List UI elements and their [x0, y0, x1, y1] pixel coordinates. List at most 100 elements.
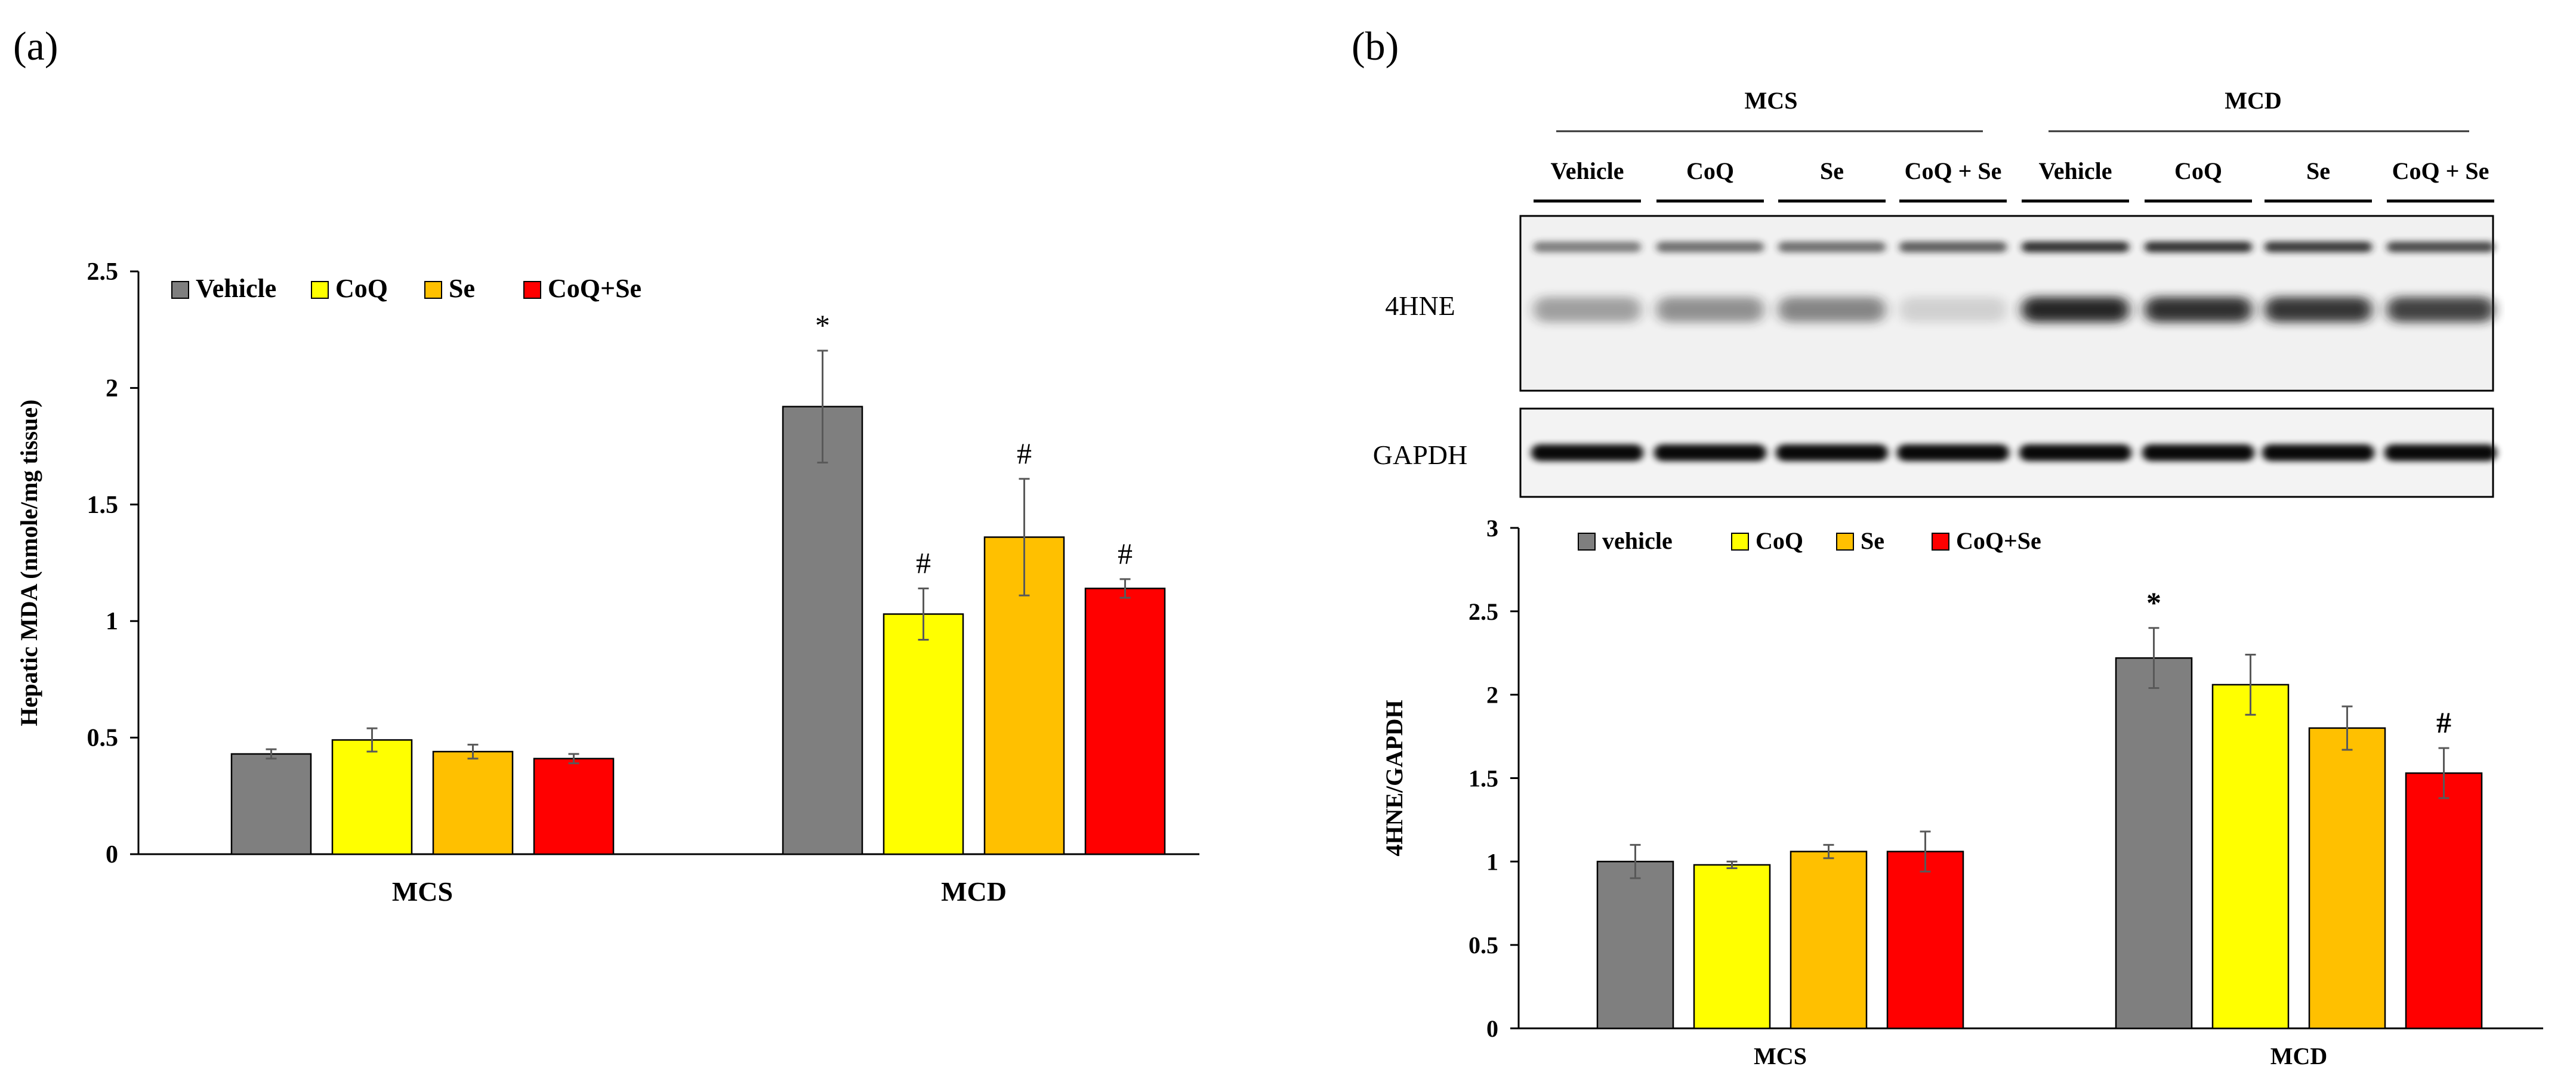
legend-swatch — [1932, 533, 1949, 551]
y-tick-label: 2 — [1486, 682, 1498, 709]
blot-lane-labels: Vehicle CoQ Se CoQ + Se Vehicle CoQ Se CoQ + Se — [1534, 157, 2494, 203]
y-tick-label: 1 — [1486, 848, 1498, 875]
blot-lane-label: Vehicle — [1551, 157, 1624, 184]
y-tick-label: 2.5 — [87, 258, 119, 286]
blot-group-label-mcs: MCS — [1745, 87, 1798, 114]
blot-band-4hne-lower — [1778, 297, 1886, 322]
bar-mcs-2 — [1693, 864, 1771, 1030]
x-category-label: MCS — [392, 876, 453, 907]
bar-mcs-4 — [1886, 851, 1964, 1030]
significance-mark: # — [1118, 537, 1133, 570]
blot-band-4hne-upper — [2022, 242, 2129, 252]
y-axis-label: 4HNE/GAPDH — [1381, 700, 1408, 856]
blot-lane-label: Se — [1820, 157, 1844, 184]
y-tick-label: 1.5 — [1469, 765, 1498, 792]
blot-band-gapdh — [1531, 444, 1643, 461]
blot-row-label-gapdh: GAPDH — [1373, 440, 1467, 470]
blot-band-4hne-upper — [2265, 242, 2372, 252]
blot-lane-label: Se — [2306, 157, 2330, 184]
blot-lane-label: CoQ + Se — [1905, 157, 2002, 184]
western-blot: MCS MCD Vehicle CoQ Se CoQ + Se Vehicle CoQ Se… — [1373, 87, 2497, 498]
blot-band-4hne-upper — [1534, 242, 1641, 252]
blot-lane-label: CoQ — [2174, 157, 2222, 184]
x-category-label: MCD — [941, 876, 1007, 907]
blot-lane-label: CoQ — [1686, 157, 1734, 184]
legend-label: vehicle — [1602, 527, 1673, 554]
y-tick-label: 0.5 — [1469, 932, 1498, 959]
blot-band-4hne-lower — [2022, 297, 2129, 322]
significance-mark: # — [2436, 706, 2451, 739]
x-category-label: MCD — [2270, 1043, 2328, 1070]
blot-band-4hne-upper — [2387, 242, 2494, 252]
blot-band-4hne-upper — [2145, 242, 2252, 252]
blot-band-4hne-lower — [1899, 297, 2007, 322]
y-tick-label: 0.5 — [87, 725, 119, 752]
bar-mcd-3 — [2308, 727, 2386, 1030]
x-category-label: MCS — [1754, 1043, 1807, 1070]
blot-band-gapdh — [2262, 444, 2374, 461]
legend-swatch — [171, 281, 189, 299]
blot-group-label-mcd: MCD — [2225, 87, 2282, 114]
blot-band-gapdh — [1776, 444, 1888, 461]
legend-swatch — [523, 281, 541, 299]
significance-mark: # — [1017, 437, 1032, 470]
blot-band-gapdh — [2384, 444, 2497, 461]
y-tick-label: 2.5 — [1469, 598, 1498, 625]
chart-a: 0 0.5 1 1.5 2 2.5 Hepatic MDA (nmole/mg tissue… — [16, 258, 1199, 907]
blot-band-4hne-lower — [1656, 297, 1764, 322]
legend-swatch — [1731, 533, 1749, 551]
y-tick-label: 1 — [106, 608, 118, 635]
legend-swatch — [1578, 533, 1596, 551]
blot-band-4hne-lower — [2265, 297, 2372, 322]
legend-label: CoQ — [335, 274, 388, 303]
panel-a-label: (a) — [13, 23, 58, 69]
bar-mcs-1 — [230, 753, 312, 855]
y-tick-label: 0 — [1486, 1015, 1498, 1042]
bar-mcs-3 — [1790, 851, 1868, 1030]
blot-band-gapdh — [1897, 444, 2009, 461]
y-tick-label: 3 — [1486, 515, 1498, 542]
legend-label: Se — [449, 274, 475, 303]
blot-band-4hne-lower — [2145, 297, 2252, 322]
blot-band-4hne-lower — [2387, 297, 2494, 322]
bar-mcd-2 — [883, 613, 964, 855]
blot-band-4hne-upper — [1899, 242, 2007, 252]
y-tick-label: 1.5 — [87, 492, 119, 519]
blot-band-gapdh — [2019, 444, 2131, 461]
legend-label: CoQ+Se — [548, 274, 641, 303]
blot-band-4hne-upper — [1778, 242, 1886, 252]
bar-mcs-4 — [533, 758, 615, 855]
blot-lane-label: Vehicle — [2039, 157, 2112, 184]
bar-mcs-3 — [432, 750, 514, 855]
blot-row-label-4hne: 4HNE — [1385, 290, 1455, 321]
legend-label: Vehicle — [196, 274, 276, 303]
blot-band-gapdh — [2142, 444, 2254, 461]
significance-mark: * — [2146, 586, 2161, 619]
blot-lane-label: CoQ + Se — [2392, 157, 2489, 184]
significance-mark: # — [916, 546, 931, 579]
legend-label: CoQ — [1756, 527, 1803, 554]
legend-label: CoQ+Se — [1956, 527, 2041, 554]
legend-label: Se — [1861, 527, 1884, 554]
bar-mcd-1 — [2115, 657, 2193, 1030]
bar-mcd-1 — [782, 406, 863, 855]
y-tick-label: 2 — [106, 375, 118, 402]
legend-swatch — [1836, 533, 1854, 551]
y-axis-label: Hepatic MDA (nmole/mg tissue) — [16, 400, 42, 727]
blot-bands — [1531, 242, 2497, 461]
bar-mcs-2 — [331, 739, 413, 855]
blot-band-4hne-lower — [1534, 297, 1641, 322]
bar-mcd-4 — [2405, 772, 2483, 1030]
chart-b: 0 0.5 1 1.5 2 2.5 3 4HNE/GAPDH MCS * # MCD vehicle Co… — [1381, 515, 2543, 1070]
legend-swatch — [424, 281, 442, 299]
panel-b-label: (b) — [1352, 23, 1399, 69]
bar-mcs-1 — [1596, 861, 1674, 1030]
y-tick-label: 0 — [106, 841, 118, 868]
significance-mark: * — [815, 308, 830, 342]
bar-mcd-2 — [2211, 684, 2290, 1030]
bar-mcd-4 — [1084, 588, 1166, 855]
blot-band-4hne-upper — [1656, 242, 1764, 252]
legend-swatch — [311, 281, 329, 299]
